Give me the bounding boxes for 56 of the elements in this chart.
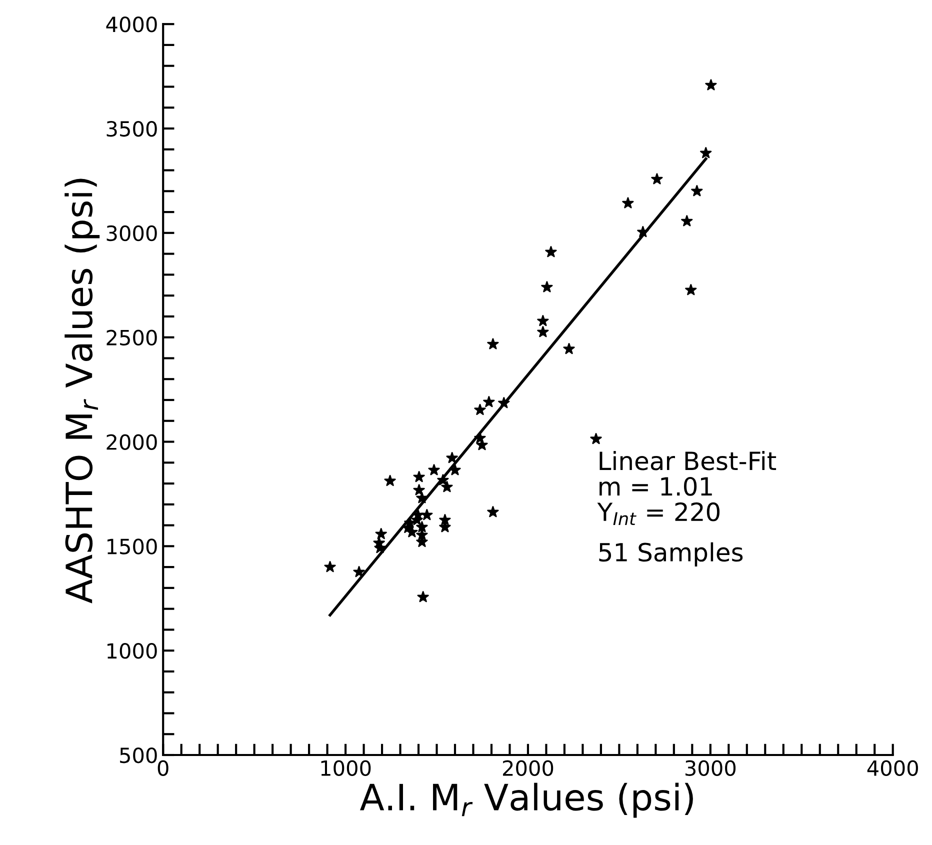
point [476, 439, 488, 450]
y-tick-label: 3500 [106, 120, 157, 137]
point [563, 342, 575, 354]
point [416, 529, 428, 540]
point [417, 591, 429, 602]
point [541, 281, 553, 292]
y-tick-label: 1000 [108, 643, 157, 659]
y-tick-label: 500 [120, 747, 157, 764]
point [487, 338, 499, 350]
point [474, 404, 486, 416]
point [545, 246, 557, 258]
point [705, 79, 717, 90]
y-tick-label: 2000 [106, 434, 157, 450]
point [590, 432, 602, 444]
y-tick-label: 3000 [106, 225, 157, 242]
point [637, 226, 649, 238]
point [413, 470, 425, 482]
point [622, 197, 634, 208]
point [537, 326, 549, 338]
point [681, 215, 693, 226]
y-tick-label: 1500 [108, 538, 157, 554]
y-axis-title: AASHTO M$_{r}$ Values (psi) [64, 178, 100, 604]
x-tick-label: 0 [158, 760, 168, 776]
x-tick-label: 3000 [685, 760, 736, 776]
point [375, 528, 387, 540]
point [651, 173, 663, 184]
annotation: Linear Best-Fit [600, 450, 776, 470]
point [691, 185, 703, 196]
x-tick-label: 2000 [502, 760, 554, 776]
x-tick-label: 4000 [867, 760, 918, 776]
x-tick-label: 1000 [321, 760, 371, 776]
y-tick-label: 2500 [106, 330, 157, 346]
point [416, 521, 428, 532]
point [449, 464, 461, 476]
point [441, 480, 453, 492]
point [537, 314, 549, 326]
point [428, 464, 440, 476]
point [384, 474, 396, 486]
point [498, 397, 510, 408]
point [416, 492, 428, 504]
point [700, 147, 712, 158]
annotation: 51 Samples [599, 542, 743, 567]
point [446, 452, 458, 464]
point [685, 284, 697, 296]
y-tick-label: 4000 [106, 16, 157, 32]
point [324, 560, 336, 572]
point [483, 396, 495, 408]
point [437, 474, 449, 486]
x-axis-title: A.I. M$_{r}$ Values (psi) [360, 782, 693, 818]
point [353, 566, 365, 578]
point [487, 506, 499, 518]
point [421, 508, 433, 520]
point [439, 514, 451, 526]
annotation: m = 1.01 [600, 476, 712, 496]
point [413, 484, 425, 496]
annotation: Y$_{Int}$ = 220 [597, 502, 720, 526]
